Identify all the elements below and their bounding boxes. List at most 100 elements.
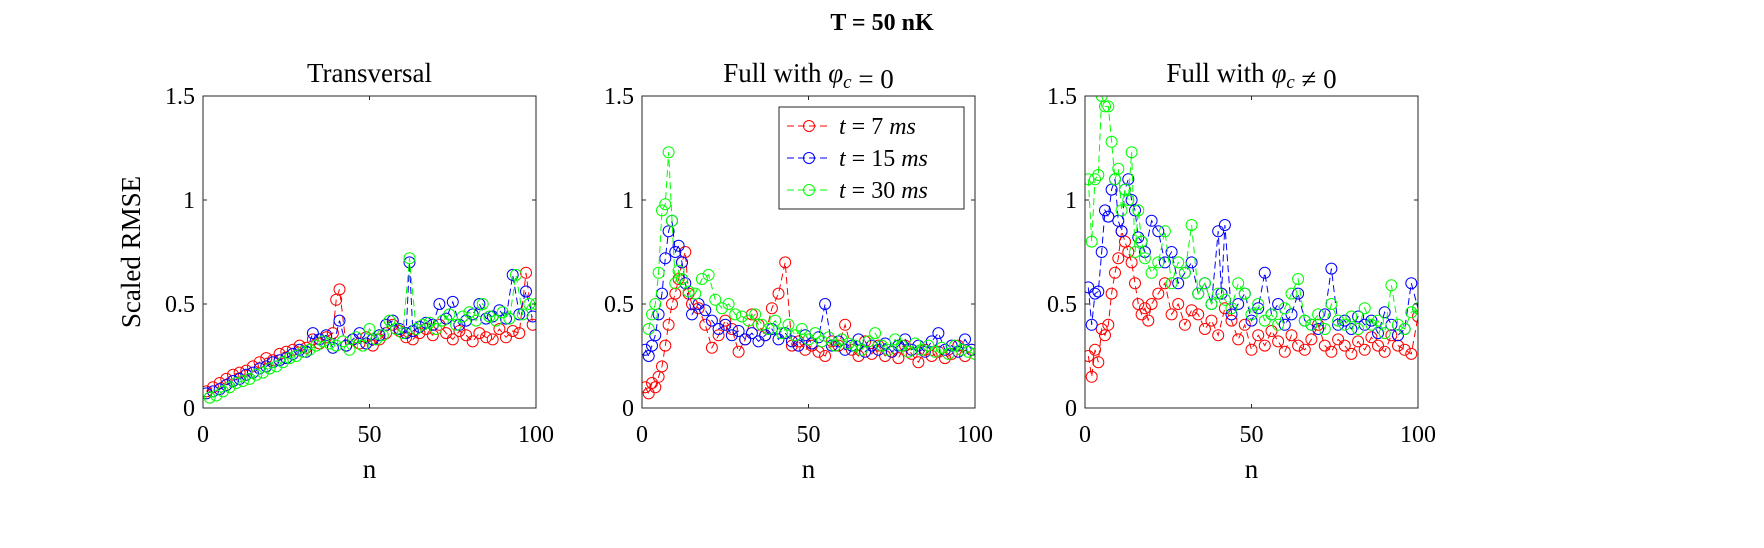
data-point	[1258, 314, 1271, 327]
data-point	[832, 339, 845, 352]
data-point	[1152, 225, 1165, 238]
data-point	[935, 341, 948, 354]
data-point	[669, 287, 682, 300]
data-point	[1318, 308, 1331, 321]
data-point	[1085, 370, 1098, 383]
data-point	[785, 335, 798, 348]
data-point	[835, 333, 848, 346]
data-point	[1352, 335, 1365, 348]
data-point	[1115, 225, 1128, 238]
y-tick-label: 1	[622, 188, 634, 214]
data-point	[1292, 339, 1305, 352]
data-point	[230, 377, 243, 389]
data-point	[420, 316, 433, 329]
data-point	[333, 283, 346, 296]
data-point	[217, 385, 229, 398]
chart-panel-1: 0 50 100 0 0.5 1 1.5 Transversal n Scaled RMSE	[116, 58, 554, 484]
data-point	[313, 333, 326, 346]
data-point	[416, 318, 429, 331]
data-point	[1085, 350, 1095, 362]
data-point	[1292, 287, 1305, 300]
data-point	[779, 327, 792, 340]
data-point	[433, 318, 446, 331]
x-axis-label: n	[363, 454, 377, 484]
data-point	[662, 146, 675, 159]
data-point	[1405, 347, 1418, 360]
data-point	[410, 323, 423, 335]
data-point	[749, 308, 762, 321]
data-point	[486, 310, 499, 323]
data-point	[1338, 314, 1351, 327]
data-point	[1392, 329, 1404, 342]
data-point	[895, 339, 908, 352]
series-line-t-15-ms	[206, 262, 534, 394]
data-point	[1278, 302, 1291, 315]
data-point	[1318, 339, 1331, 352]
data-point	[1145, 298, 1158, 310]
data-point	[490, 314, 502, 327]
y-axis-label: Scaled RMSE	[116, 176, 146, 328]
data-point	[1129, 277, 1141, 290]
data-point	[286, 347, 299, 360]
data-point	[420, 323, 433, 335]
data-point	[480, 312, 493, 325]
data-point	[1225, 302, 1238, 315]
data-point	[250, 368, 263, 381]
data-point	[1165, 246, 1178, 258]
data-point	[676, 273, 688, 285]
data-point	[699, 318, 712, 331]
data-point	[1172, 298, 1185, 310]
data-point	[330, 339, 343, 352]
data-point	[1218, 293, 1231, 306]
data-point	[1312, 323, 1325, 335]
data-point	[1325, 262, 1338, 275]
x-tick-label: 50	[797, 422, 821, 448]
data-point	[423, 316, 436, 329]
data-point	[765, 302, 778, 315]
data-point	[952, 345, 965, 358]
panel-title: Full with φc ≠ 0	[1166, 58, 1336, 94]
data-point	[413, 320, 426, 333]
data-point	[413, 327, 426, 340]
data-point	[869, 327, 882, 340]
data-point	[340, 339, 353, 352]
data-point	[825, 335, 838, 348]
data-point	[426, 318, 439, 331]
data-point	[709, 293, 722, 306]
data-point	[1089, 287, 1101, 300]
data-point	[732, 325, 745, 337]
data-point	[400, 327, 413, 340]
data-point	[273, 347, 286, 360]
data-point	[493, 323, 506, 335]
data-point	[659, 339, 672, 352]
data-point	[326, 341, 339, 354]
data-point	[376, 329, 389, 342]
data-point	[1392, 339, 1404, 352]
panel-title: Transversal	[307, 58, 432, 88]
x-tick-label: 0	[1079, 422, 1091, 448]
data-point	[460, 329, 473, 342]
data-point	[1358, 343, 1371, 356]
data-point	[772, 287, 785, 300]
y-tick-label: 0	[183, 396, 195, 422]
data-point	[513, 308, 526, 321]
data-point	[809, 327, 822, 340]
data-point	[446, 333, 459, 346]
data-point	[1122, 194, 1135, 206]
x-axis-label: n	[802, 454, 816, 484]
legend-label-t-15-ms: t = 15 ms	[839, 146, 928, 172]
data-point	[815, 335, 828, 348]
data-point	[1265, 308, 1278, 321]
data-point	[276, 356, 289, 369]
data-point	[353, 337, 366, 350]
data-point	[393, 323, 406, 335]
series-group	[203, 252, 536, 404]
data-point	[969, 347, 975, 360]
data-point	[520, 285, 532, 298]
x-tick-label: 50	[1240, 422, 1264, 448]
data-point	[825, 339, 838, 352]
y-tick-label: 0.5	[1047, 292, 1077, 318]
data-point	[316, 335, 329, 348]
data-point	[260, 360, 273, 373]
